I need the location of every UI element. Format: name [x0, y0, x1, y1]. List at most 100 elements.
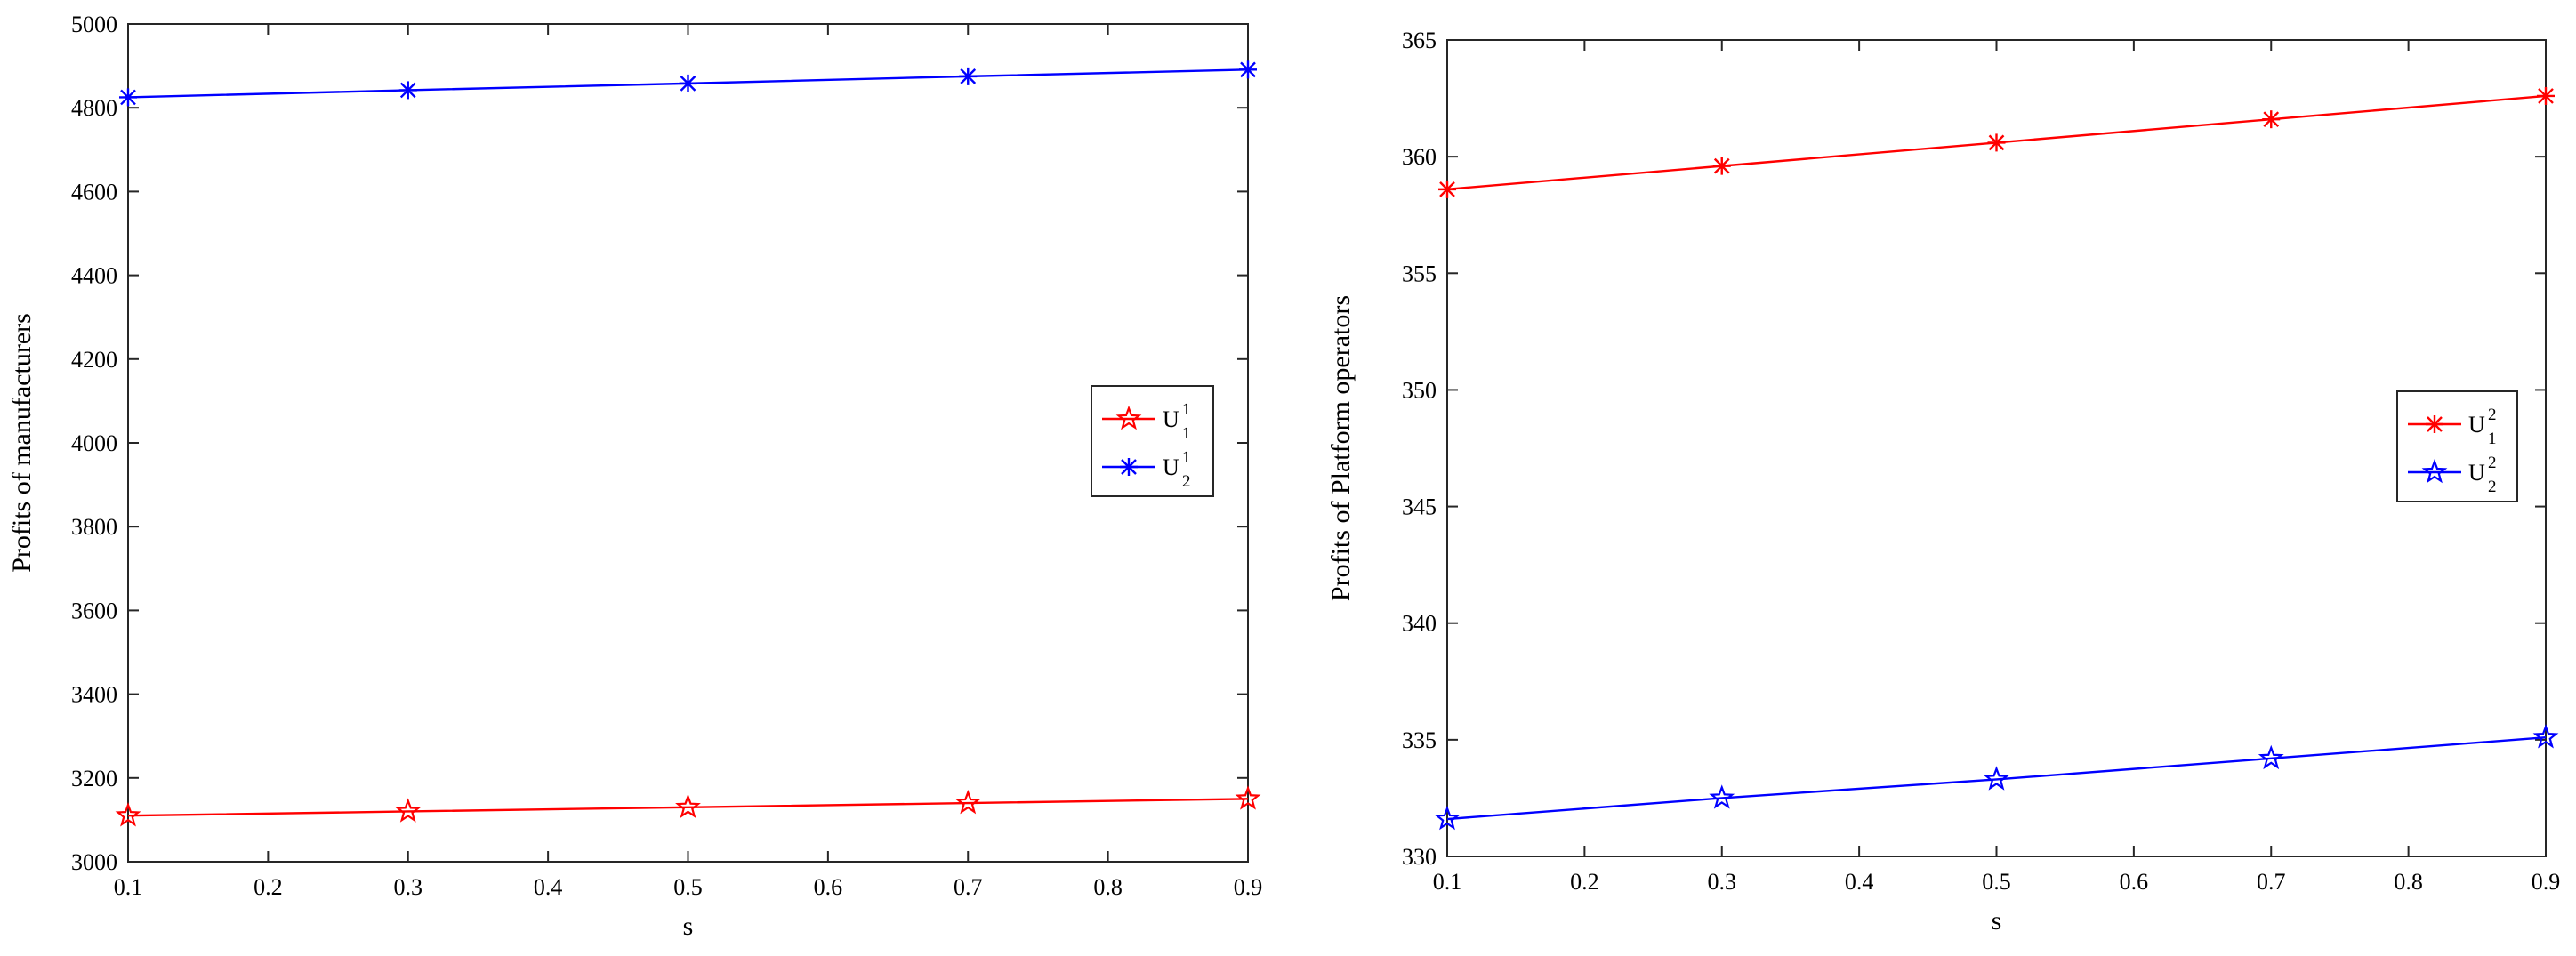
y-tick-label: 3400 — [71, 682, 117, 708]
legend-subscript: 1 — [1182, 424, 1191, 443]
data-point — [679, 74, 697, 92]
y-tick-label: 330 — [1402, 844, 1437, 870]
y-tick-label: 3600 — [71, 598, 117, 623]
data-point — [1235, 785, 1261, 810]
y-tick-label: 345 — [1402, 494, 1437, 520]
legend-superscript: 2 — [2488, 454, 2497, 472]
x-tick-label: 0.2 — [254, 874, 283, 900]
legend-label: U — [1163, 406, 1179, 432]
legend-superscript: 2 — [2488, 406, 2497, 424]
legend-box — [1091, 385, 1214, 497]
legend-entry-2[interactable]: U 2 2 — [2408, 454, 2497, 496]
y-axis-title: Profits of manufacturers — [7, 313, 36, 573]
legend-marker — [2421, 458, 2448, 484]
legend-subscript: 1 — [2488, 430, 2497, 448]
x-tick-label: 0.9 — [1234, 874, 1263, 900]
data-point — [2258, 744, 2284, 770]
legend-marker — [2426, 415, 2443, 433]
data-point — [1712, 157, 1731, 175]
x-tick-label: 0.5 — [1982, 869, 2011, 895]
y-tick-label: 335 — [1402, 727, 1437, 753]
legend-label: U — [2468, 460, 2485, 486]
x-tick-label: 0.4 — [534, 874, 563, 900]
data-point — [398, 81, 417, 100]
legend-entry-1[interactable]: U 2 1 — [2408, 406, 2497, 448]
series-1 — [115, 785, 1261, 827]
series-layer — [115, 60, 1261, 827]
y-tick-label: 5000 — [71, 12, 117, 37]
data-point — [1434, 805, 1461, 831]
y-tick-label: 4400 — [71, 263, 117, 289]
data-point — [2532, 724, 2559, 749]
x-tick-label: 0.3 — [394, 874, 423, 900]
legend-subscript: 2 — [1182, 472, 1191, 491]
y-tick-label: 365 — [1402, 28, 1437, 53]
y-tick-label: 340 — [1402, 611, 1437, 637]
legend-subscript: 2 — [2488, 478, 2497, 496]
data-point — [675, 793, 701, 819]
x-tick-label: 0.2 — [1570, 869, 1599, 895]
data-point — [1987, 133, 2006, 152]
y-tick-label: 350 — [1402, 377, 1437, 403]
series-layer — [1434, 86, 2559, 831]
plot-area — [127, 23, 1249, 863]
x-tick-label: 0.7 — [954, 874, 983, 900]
x-axis-title: s — [1992, 906, 2002, 936]
legend-label: U — [2468, 412, 2485, 438]
x-tick-label: 0.7 — [2257, 869, 2286, 895]
data-point — [954, 789, 981, 815]
legend[interactable]: U 11U 12 — [1091, 385, 1214, 497]
x-axis-title: s — [683, 912, 694, 941]
x-tick-label: 0.6 — [2120, 869, 2149, 895]
y-tick-label: 355 — [1402, 261, 1437, 286]
data-point — [959, 67, 978, 85]
y-tick-label: 3800 — [71, 514, 117, 540]
x-axis: 0.1 0.2 0.3 0.4 0.5 0.6 0.7 0.8 0.9 — [1433, 40, 2561, 895]
legend-marker — [1120, 458, 1138, 476]
plot-area — [1446, 39, 2547, 857]
legend-marker — [1115, 405, 1142, 430]
y-axis: 3000 3200 3400 3600 3800 4000 4200 4400 4600 4800… — [71, 12, 1248, 875]
x-axis: 0.1 0.2 0.3 0.4 0.5 0.6 0.7 0.8 0.9 — [114, 24, 1263, 900]
legend-superscript: 1 — [1182, 448, 1191, 467]
x-tick-label: 0.4 — [1845, 869, 1874, 895]
series-1 — [1438, 86, 2555, 198]
x-tick-label: 0.1 — [1433, 869, 1462, 895]
y-tick-label: 360 — [1402, 144, 1437, 170]
data-point — [1984, 766, 2009, 791]
series-2 — [1434, 724, 2559, 831]
legend-box — [2396, 390, 2518, 502]
x-tick-label: 0.8 — [2394, 869, 2423, 895]
legend-superscript: 1 — [1182, 400, 1191, 419]
data-point — [1239, 60, 1257, 79]
x-tick-label: 0.8 — [1093, 874, 1123, 900]
legend-label: U — [1163, 454, 1179, 480]
series-2 — [119, 60, 1257, 107]
y-tick-label: 4000 — [71, 430, 117, 456]
data-point — [1709, 784, 1735, 809]
data-point — [119, 88, 137, 107]
legend[interactable]: U 21U 22 — [2396, 390, 2518, 502]
data-point — [1438, 180, 1456, 198]
y-tick-label: 3000 — [71, 849, 117, 875]
series-line — [127, 798, 1249, 817]
y-tick-label: 4600 — [71, 179, 117, 205]
y-axis: 330 335 340 345 350 355 360 365 — [1402, 28, 2546, 870]
manufacturers-profit-chart: 3000 3200 3400 3600 3800 4000 4200 4400 4600 4800… — [7, 12, 1262, 941]
platform-operators-profit-chart: 330 335 340 345 350 355 360 365 0.1 0.2 0.3 0.4 0.5… — [1326, 28, 2560, 936]
data-point — [2262, 110, 2281, 129]
legend-entry-1[interactable]: U 1 1 — [1102, 400, 1191, 443]
y-axis-title: Profits of Platform operators — [1326, 295, 1356, 601]
data-point — [115, 802, 141, 827]
x-tick-label: 0.1 — [114, 874, 143, 900]
legend-entry-2[interactable]: U 1 2 — [1102, 448, 1191, 491]
data-point — [395, 798, 422, 823]
y-tick-label: 4800 — [71, 95, 117, 121]
x-tick-label: 0.9 — [2532, 869, 2561, 895]
x-tick-label: 0.3 — [1708, 869, 1737, 895]
series-line — [1446, 736, 2547, 821]
data-point — [2537, 86, 2555, 105]
y-tick-label: 3200 — [71, 766, 117, 791]
x-tick-label: 0.6 — [814, 874, 843, 900]
